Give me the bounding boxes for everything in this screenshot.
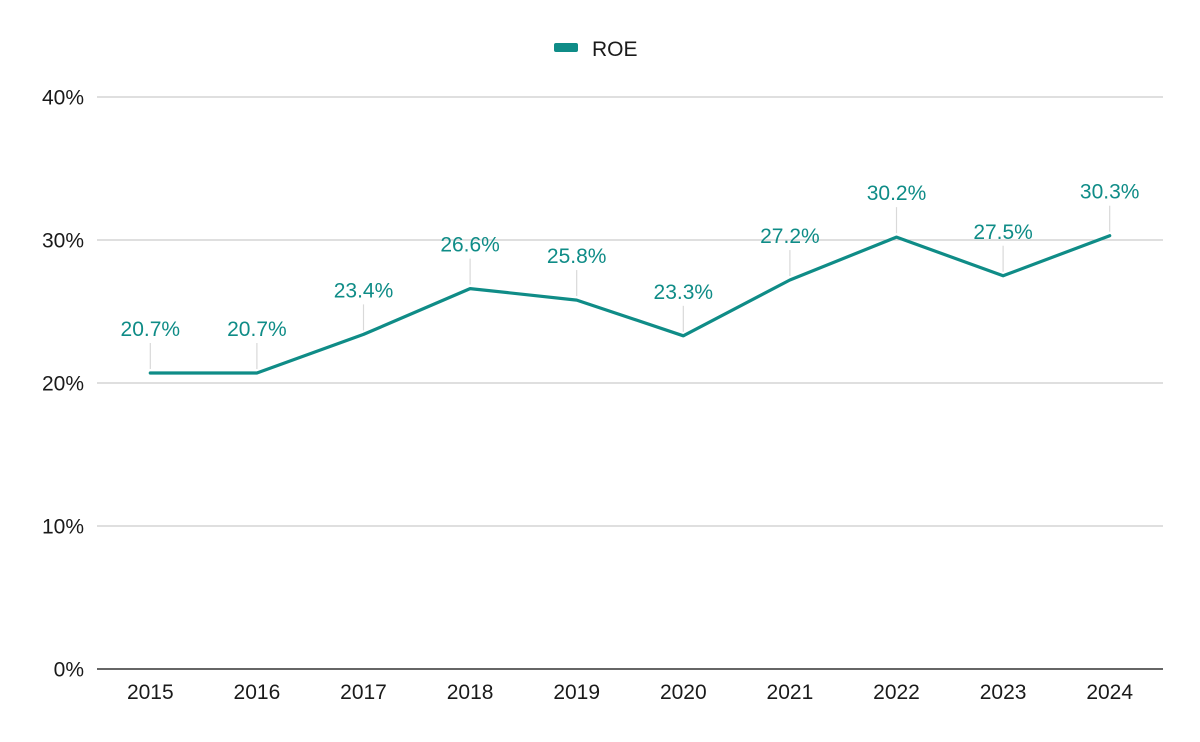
data-label-leader-lines [149, 205, 1111, 369]
data-label: 26.6% [440, 234, 500, 257]
x-tick-label: 2015 [127, 681, 174, 704]
y-tick-label: 30% [42, 230, 84, 253]
data-label: 30.3% [1080, 181, 1140, 204]
x-tick-label: 2022 [873, 681, 920, 704]
data-label: 27.2% [760, 225, 820, 248]
legend: ROE [554, 38, 638, 61]
series-line-roe [148, 234, 1112, 375]
y-tick-label: 10% [42, 516, 84, 539]
y-tick-label: 40% [42, 87, 84, 110]
data-labels: 20.7% 20.7% 23.4% 26.6% 25.8% 23.3% 27.2% 30.2%… [121, 181, 1140, 341]
legend-label-roe: ROE [592, 38, 638, 61]
legend-swatch-roe [554, 43, 578, 52]
x-tick-label: 2018 [447, 681, 494, 704]
x-axis-tick-labels: 2015 2016 2017 2018 2019 2020 2021 2022 2023 2024 [127, 681, 1133, 704]
series-roe [148, 234, 1112, 375]
data-label: 23.4% [334, 279, 394, 302]
y-tick-label: 0% [54, 659, 84, 682]
data-label: 30.2% [867, 182, 927, 205]
x-tick-label: 2023 [980, 681, 1027, 704]
data-label: 25.8% [547, 245, 607, 268]
x-tick-label: 2021 [767, 681, 814, 704]
data-label: 23.3% [654, 281, 714, 304]
x-tick-label: 2024 [1086, 681, 1133, 704]
y-axis-tick-labels: 0% 10% 20% 30% 40% [42, 87, 84, 682]
x-tick-label: 2016 [234, 681, 281, 704]
x-tick-label: 2017 [340, 681, 387, 704]
gridlines [97, 96, 1163, 670]
data-label: 20.7% [227, 318, 287, 341]
data-label: 20.7% [121, 318, 181, 341]
x-tick-label: 2020 [660, 681, 707, 704]
data-label: 27.5% [973, 221, 1033, 244]
x-tick-label: 2019 [553, 681, 600, 704]
y-tick-label: 20% [42, 373, 84, 396]
